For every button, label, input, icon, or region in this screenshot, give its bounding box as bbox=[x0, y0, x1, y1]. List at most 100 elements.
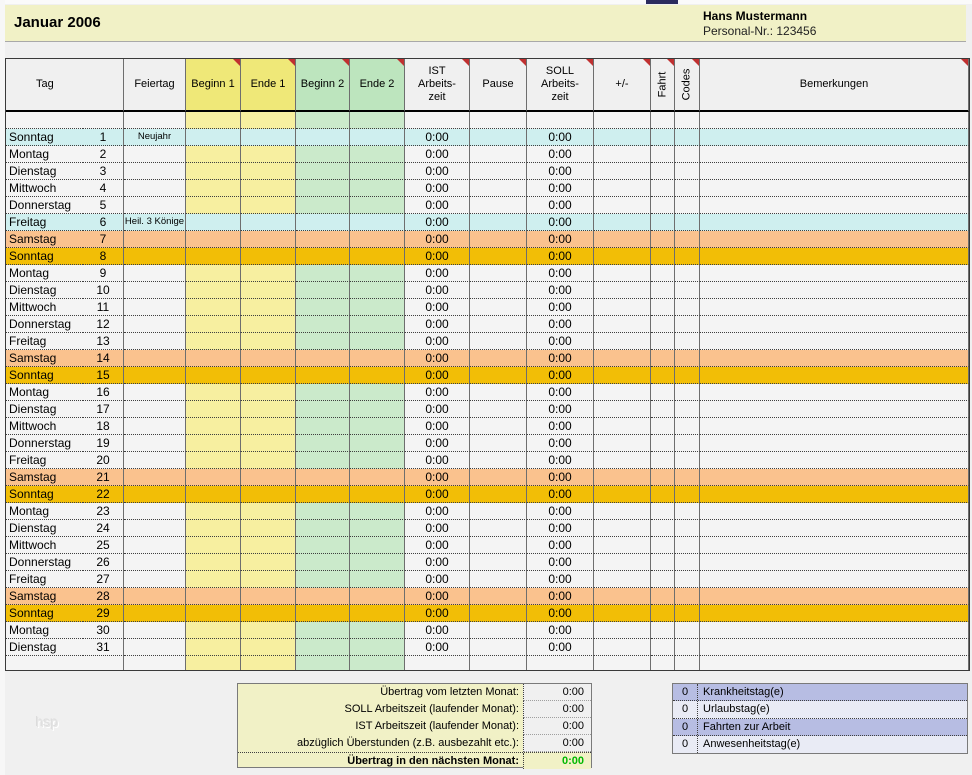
cell-plusminus[interactable] bbox=[594, 554, 651, 571]
cell-ende2[interactable] bbox=[350, 333, 405, 350]
cell-beginn1[interactable] bbox=[186, 367, 241, 384]
cell-fahrt[interactable] bbox=[651, 231, 675, 248]
cell-plusminus[interactable] bbox=[594, 452, 651, 469]
cell-soll-arbeitszeit[interactable]: 0:00 bbox=[527, 367, 594, 384]
cell-bemerkungen[interactable] bbox=[700, 486, 969, 503]
cell-plusminus[interactable] bbox=[594, 146, 651, 163]
cell-codes[interactable] bbox=[675, 214, 700, 231]
cell-beginn2[interactable] bbox=[296, 418, 350, 435]
cell-beginn2[interactable] bbox=[296, 214, 350, 231]
cell-ist-arbeitszeit[interactable]: 0:00 bbox=[405, 231, 470, 248]
cell-day-number[interactable]: 4 bbox=[83, 180, 124, 197]
cell-pause[interactable] bbox=[470, 418, 527, 435]
cell-plusminus[interactable] bbox=[594, 129, 651, 146]
summary-value[interactable]: 0:00 bbox=[523, 684, 591, 701]
cell-bemerkungen[interactable] bbox=[700, 503, 969, 520]
cell-day-number[interactable]: 5 bbox=[83, 197, 124, 214]
cell-bemerkungen[interactable] bbox=[700, 333, 969, 350]
cell-feiertag[interactable] bbox=[124, 452, 186, 469]
cell-bemerkungen[interactable] bbox=[700, 622, 969, 639]
cell-pause[interactable] bbox=[470, 129, 527, 146]
cell-ist-arbeitszeit[interactable]: 0:00 bbox=[405, 588, 470, 605]
cell-day-name[interactable] bbox=[6, 656, 83, 670]
cell-feiertag[interactable] bbox=[124, 520, 186, 537]
cell-ende2[interactable] bbox=[350, 639, 405, 656]
cell-day-number[interactable]: 27 bbox=[83, 571, 124, 588]
cell-soll-arbeitszeit[interactable]: 0:00 bbox=[527, 231, 594, 248]
cell-ist-arbeitszeit[interactable] bbox=[405, 112, 470, 129]
cell-soll-arbeitszeit[interactable]: 0:00 bbox=[527, 129, 594, 146]
cell-soll-arbeitszeit[interactable]: 0:00 bbox=[527, 180, 594, 197]
cell-codes[interactable] bbox=[675, 605, 700, 622]
cell-codes[interactable] bbox=[675, 112, 700, 129]
cell-soll-arbeitszeit[interactable]: 0:00 bbox=[527, 520, 594, 537]
cell-bemerkungen[interactable] bbox=[700, 248, 969, 265]
cell-beginn2[interactable] bbox=[296, 129, 350, 146]
cell-ende2[interactable] bbox=[350, 350, 405, 367]
cell-beginn1[interactable] bbox=[186, 299, 241, 316]
cell-fahrt[interactable] bbox=[651, 605, 675, 622]
cell-codes[interactable] bbox=[675, 316, 700, 333]
counter-value[interactable]: 0 bbox=[673, 701, 698, 718]
cell-soll-arbeitszeit[interactable]: 0:00 bbox=[527, 452, 594, 469]
cell-pause[interactable] bbox=[470, 537, 527, 554]
cell-soll-arbeitszeit[interactable]: 0:00 bbox=[527, 554, 594, 571]
cell-ende1[interactable] bbox=[241, 571, 296, 588]
cell-day-name[interactable]: Sonntag bbox=[6, 605, 83, 622]
cell-day-name[interactable]: Samstag bbox=[6, 469, 83, 486]
cell-ende1[interactable] bbox=[241, 350, 296, 367]
cell-codes[interactable] bbox=[675, 469, 700, 486]
cell-day-number[interactable]: 1 bbox=[83, 129, 124, 146]
cell-soll-arbeitszeit[interactable]: 0:00 bbox=[527, 197, 594, 214]
cell-ende2[interactable] bbox=[350, 469, 405, 486]
cell-bemerkungen[interactable] bbox=[700, 112, 969, 129]
cell-codes[interactable] bbox=[675, 146, 700, 163]
cell-fahrt[interactable] bbox=[651, 503, 675, 520]
cell-day-number[interactable]: 9 bbox=[83, 265, 124, 282]
cell-bemerkungen[interactable] bbox=[700, 588, 969, 605]
cell-ende2[interactable] bbox=[350, 554, 405, 571]
cell-beginn2[interactable] bbox=[296, 299, 350, 316]
cell-bemerkungen[interactable] bbox=[700, 146, 969, 163]
cell-bemerkungen[interactable] bbox=[700, 639, 969, 656]
cell-feiertag[interactable] bbox=[124, 384, 186, 401]
cell-soll-arbeitszeit[interactable]: 0:00 bbox=[527, 350, 594, 367]
cell-ende2[interactable] bbox=[350, 537, 405, 554]
cell-feiertag[interactable] bbox=[124, 197, 186, 214]
cell-ist-arbeitszeit[interactable]: 0:00 bbox=[405, 248, 470, 265]
cell-bemerkungen[interactable] bbox=[700, 401, 969, 418]
cell-plusminus[interactable] bbox=[594, 435, 651, 452]
cell-day-number[interactable]: 10 bbox=[83, 282, 124, 299]
cell-pause[interactable] bbox=[470, 469, 527, 486]
cell-bemerkungen[interactable] bbox=[700, 367, 969, 384]
cell-beginn1[interactable] bbox=[186, 605, 241, 622]
cell-ende1[interactable] bbox=[241, 333, 296, 350]
cell-beginn1[interactable] bbox=[186, 163, 241, 180]
cell-plusminus[interactable] bbox=[594, 571, 651, 588]
cell-day-number[interactable]: 7 bbox=[83, 231, 124, 248]
cell-fahrt[interactable] bbox=[651, 316, 675, 333]
cell-feiertag[interactable] bbox=[124, 486, 186, 503]
cell-soll-arbeitszeit[interactable]: 0:00 bbox=[527, 248, 594, 265]
cell-pause[interactable] bbox=[470, 299, 527, 316]
cell-pause[interactable] bbox=[470, 588, 527, 605]
cell-feiertag[interactable] bbox=[124, 571, 186, 588]
cell-day-number[interactable]: 6 bbox=[83, 214, 124, 231]
cell-codes[interactable] bbox=[675, 503, 700, 520]
cell-beginn1[interactable] bbox=[186, 197, 241, 214]
cell-beginn2[interactable] bbox=[296, 146, 350, 163]
cell-beginn1[interactable] bbox=[186, 316, 241, 333]
cell-feiertag[interactable] bbox=[124, 265, 186, 282]
cell-ende1[interactable] bbox=[241, 197, 296, 214]
cell-ende1[interactable] bbox=[241, 656, 296, 670]
window-split-handle[interactable] bbox=[646, 0, 678, 4]
cell-feiertag[interactable] bbox=[124, 146, 186, 163]
cell-fahrt[interactable] bbox=[651, 265, 675, 282]
cell-ist-arbeitszeit[interactable]: 0:00 bbox=[405, 622, 470, 639]
cell-day-name[interactable]: Dienstag bbox=[6, 163, 83, 180]
cell-ende2[interactable] bbox=[350, 503, 405, 520]
cell-day-name[interactable]: Mittwoch bbox=[6, 180, 83, 197]
cell-bemerkungen[interactable] bbox=[700, 316, 969, 333]
cell-fahrt[interactable] bbox=[651, 350, 675, 367]
cell-ende1[interactable] bbox=[241, 384, 296, 401]
